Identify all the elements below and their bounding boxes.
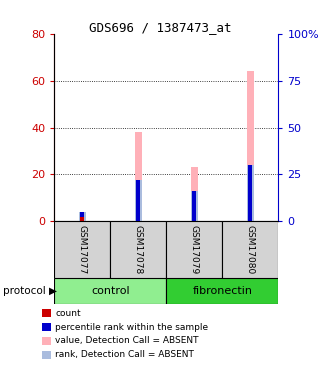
- Bar: [110, 221, 166, 278]
- Text: count: count: [55, 309, 81, 318]
- Bar: [192, 220, 196, 221]
- Bar: [135, 132, 142, 221]
- Bar: [247, 165, 254, 221]
- Bar: [136, 220, 140, 221]
- Bar: [136, 180, 140, 221]
- Text: percentile rank within the sample: percentile rank within the sample: [55, 322, 209, 332]
- Bar: [135, 180, 142, 221]
- Bar: [79, 212, 86, 221]
- Text: value, Detection Call = ABSENT: value, Detection Call = ABSENT: [55, 336, 199, 345]
- Bar: [54, 278, 166, 304]
- Text: GSM17080: GSM17080: [246, 225, 255, 274]
- Bar: [166, 278, 278, 304]
- Bar: [192, 191, 196, 221]
- Text: GSM17078: GSM17078: [134, 225, 143, 274]
- Bar: [166, 221, 222, 278]
- Text: protocol ▶: protocol ▶: [3, 286, 57, 296]
- Bar: [54, 221, 110, 278]
- Bar: [191, 167, 198, 221]
- Bar: [79, 217, 86, 221]
- Text: control: control: [91, 286, 130, 296]
- Bar: [248, 220, 252, 221]
- Text: rank, Detection Call = ABSENT: rank, Detection Call = ABSENT: [55, 350, 194, 359]
- Bar: [248, 165, 252, 221]
- Text: fibronectin: fibronectin: [192, 286, 252, 296]
- Bar: [222, 221, 278, 278]
- Bar: [247, 71, 254, 221]
- Text: GSM17079: GSM17079: [190, 225, 199, 274]
- Bar: [191, 191, 198, 221]
- Text: GSM17077: GSM17077: [78, 225, 87, 274]
- Bar: [80, 212, 84, 221]
- Bar: [80, 217, 84, 221]
- Text: GDS696 / 1387473_at: GDS696 / 1387473_at: [89, 21, 231, 34]
